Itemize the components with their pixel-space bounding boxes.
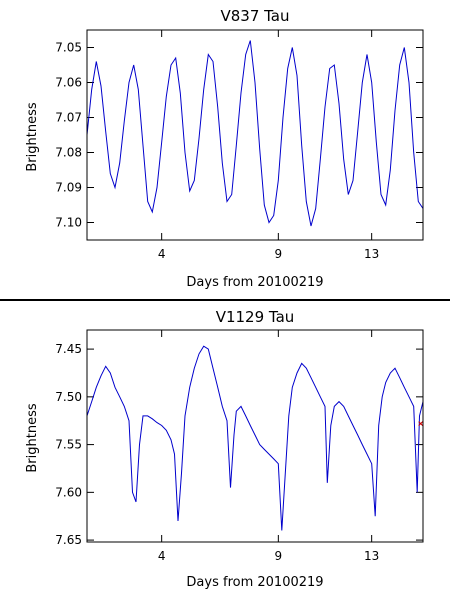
- series-line: [86, 40, 424, 227]
- data-series: [86, 345, 424, 531]
- series-line: [86, 345, 424, 531]
- y-tick-label: 7.60: [55, 485, 82, 499]
- data-series: [86, 40, 424, 227]
- y-tick-label: 7.50: [55, 390, 82, 404]
- y-tick-labels: 7.45 7.50 7.55 7.60 7.65: [55, 342, 423, 547]
- y-axis-label: Brightness: [25, 403, 40, 472]
- chart-panel-v1129-tau: V1129 Tau 7.45 7.50 7.55 7.60 7.65 4 9 13 Brig…: [25, 308, 424, 590]
- y-tick-label: 7.55: [55, 438, 82, 452]
- x-tick-label: 13: [364, 247, 379, 261]
- y-tick-labels: 7.05 7.06 7.07 7.08 7.09 7.10: [55, 41, 423, 230]
- y-tick-label: 7.45: [55, 342, 82, 356]
- x-tick-labels: 4 9 13: [158, 30, 379, 261]
- y-tick-label: 7.65: [55, 533, 82, 547]
- x-tick-label: 4: [158, 549, 166, 563]
- x-tick-label: 9: [275, 247, 283, 261]
- plot-area: [86, 329, 424, 543]
- y-axis-label: Brightness: [25, 102, 40, 171]
- y-tick-label: 7.10: [55, 216, 82, 230]
- x-axis-label: Days from 20100219: [186, 575, 323, 590]
- plot-area: [86, 29, 424, 241]
- y-tick-label: 7.09: [55, 181, 82, 195]
- chart-title: V837 Tau: [220, 7, 289, 25]
- x-tick-label: 9: [275, 549, 283, 563]
- x-tick-label: 13: [364, 549, 379, 563]
- y-tick-label: 7.08: [55, 146, 82, 160]
- chart-panel-v837-tau: V837 Tau 7.05 7.06 7.07 7.08 7.09 7.10 4 9 13 B…: [25, 7, 424, 290]
- chart-title: V1129 Tau: [216, 308, 295, 326]
- y-tick-label: 7.05: [55, 41, 82, 55]
- x-tick-label: 4: [158, 247, 166, 261]
- y-tick-label: 7.06: [55, 76, 82, 90]
- x-axis-label: Days from 20100219: [186, 275, 323, 290]
- x-tick-labels: 4 9 13: [158, 330, 379, 563]
- y-tick-label: 7.07: [55, 111, 82, 125]
- marker-point: [418, 421, 424, 426]
